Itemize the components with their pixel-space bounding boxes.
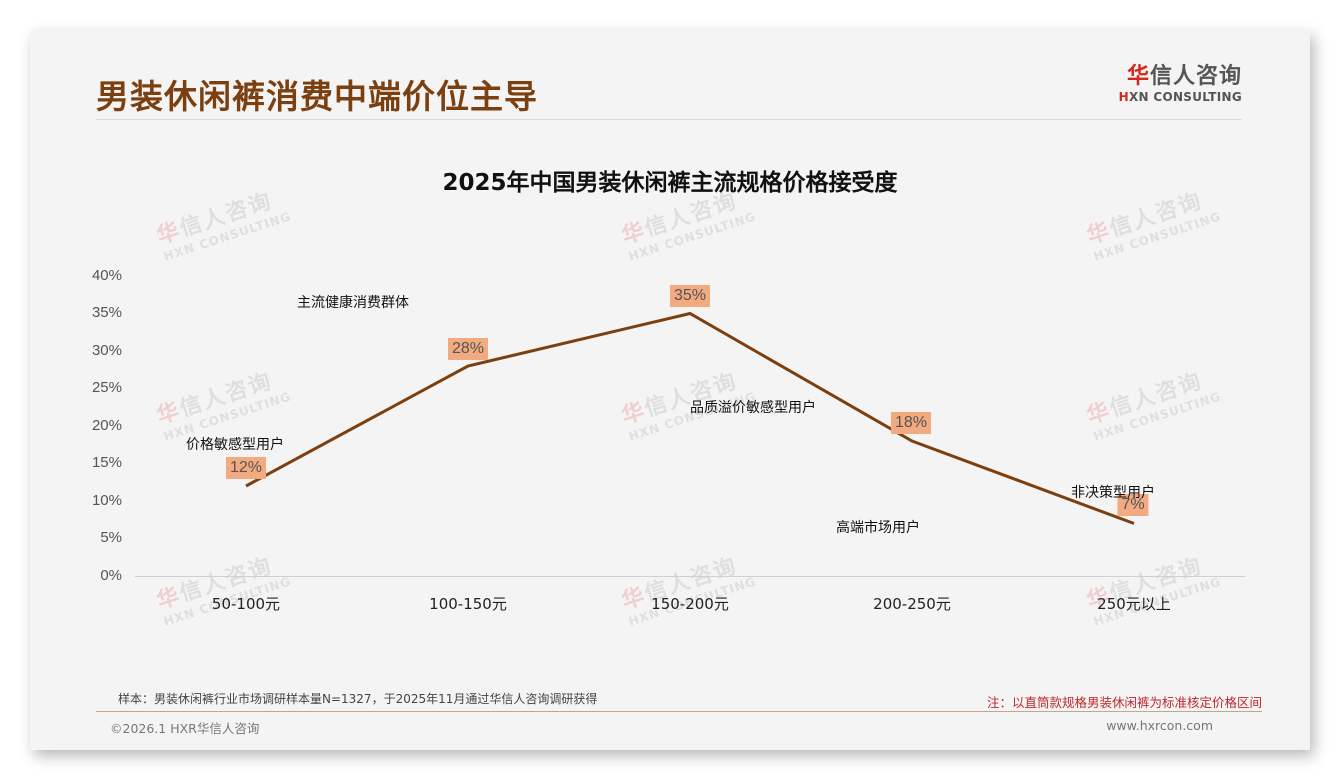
slide: 男装休闲裤消费中端价位主导 华信人咨询 HXN CONSULTING 华信人咨询…: [30, 30, 1310, 750]
annotation: 非决策型用户: [1071, 485, 1155, 501]
methodology-note: 注：以直筒款规格男装休闲裤为标准核定价格区间: [986, 695, 1262, 710]
annotation: 品质溢价敏感型用户: [690, 400, 816, 416]
x-axis-line: [135, 576, 1245, 577]
line-series: [245, 311, 1135, 525]
y-tick: 35%: [91, 304, 122, 321]
annotation: 高端市场用户: [836, 520, 920, 536]
x-tick: 200-250元: [873, 595, 951, 613]
logo-cn: 华信人咨询: [1110, 64, 1242, 90]
source-note: 样本：男装休闲裤行业市场调研样本量N=1327，于2025年11月通过华信人咨询…: [118, 692, 598, 706]
chart-title: 2025年中国男装休闲裤主流规格价格接受度: [442, 170, 898, 196]
y-tick: 25%: [91, 379, 122, 396]
footer-divider: [96, 711, 1262, 712]
y-tick: 5%: [100, 529, 122, 546]
data-label: 18%: [890, 412, 932, 434]
page-title: 男装休闲裤消费中端价位主导: [96, 77, 538, 116]
y-tick: 20%: [91, 417, 122, 434]
y-tick: 10%: [91, 492, 122, 509]
x-tick: 250元以上: [1097, 595, 1171, 613]
annotation: 价格敏感型用户: [186, 437, 284, 453]
x-tick: 50-100元: [211, 595, 281, 613]
annotation: 主流健康消费群体: [297, 295, 409, 311]
logo-en: HXN CONSULTING: [1110, 90, 1242, 104]
data-label: 7%: [1117, 494, 1149, 516]
y-tick: 15%: [91, 454, 122, 471]
data-label: 12%: [225, 457, 267, 479]
data-label: 35%: [669, 285, 711, 307]
x-tick: 100-150元: [429, 595, 507, 613]
x-tick: 150-200元: [651, 595, 729, 613]
logo-en-rest: XN CONSULTING: [1128, 90, 1242, 104]
header-divider: [96, 119, 1242, 120]
company-logo: 华信人咨询 HXN CONSULTING: [1110, 64, 1242, 104]
y-tick: 30%: [91, 342, 122, 359]
website-link[interactable]: www.hxrcon.com: [1106, 718, 1213, 733]
y-tick: 40%: [91, 267, 122, 284]
logo-cn-rest: 信人咨询: [1149, 64, 1242, 89]
logo-en-accent: H: [1118, 90, 1129, 104]
data-label: 28%: [447, 338, 489, 360]
logo-cn-accent: 华: [1126, 64, 1150, 89]
y-tick: 0%: [100, 567, 122, 584]
copyright: ©2026.1 HXR华信人咨询: [110, 721, 260, 736]
